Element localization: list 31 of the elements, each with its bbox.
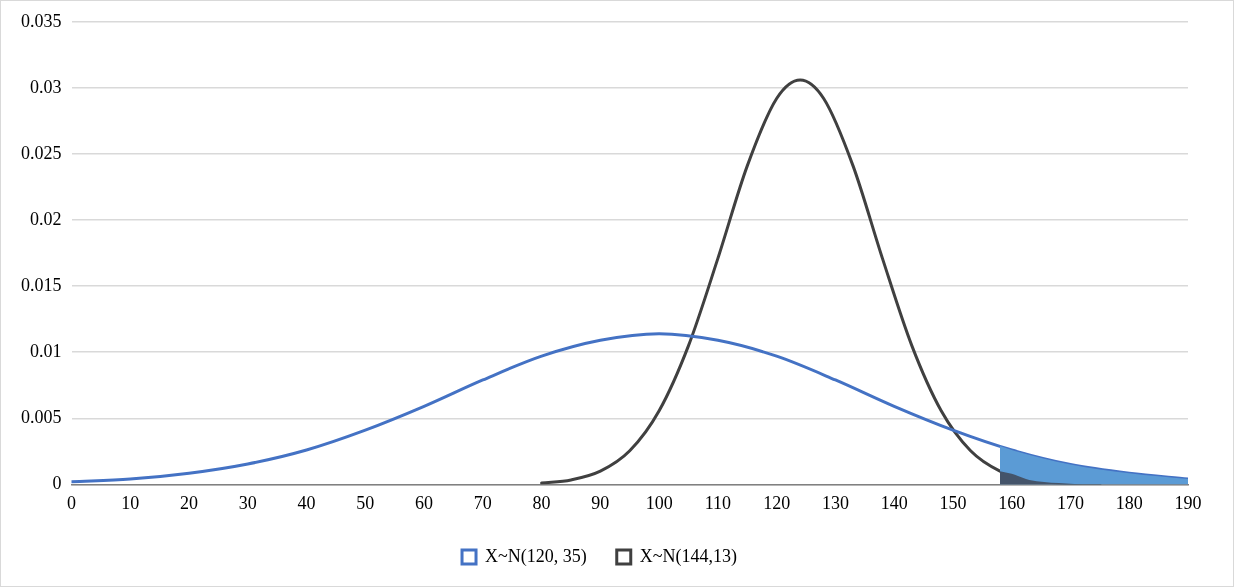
x-tick-label: 160 [998,492,1026,513]
x-tick-label: 20 [180,492,199,513]
legend-label: X~N(120, 35) [485,545,587,567]
x-tick-label: 60 [415,492,434,513]
x-tick-label: 150 [939,492,967,513]
x-tick-label: 120 [763,492,791,513]
x-tick-label: 180 [1115,492,1143,513]
x-tick-label: 50 [356,492,375,513]
x-tick-label: 90 [591,492,610,513]
y-tick-label: 0 [52,473,62,494]
x-tick-label: 190 [1174,492,1202,513]
y-tick-label: 0.035 [21,10,62,31]
line-series [71,332,1188,484]
x-tick-label: 10 [121,492,140,513]
x-tick-label: 70 [473,492,492,513]
x-tick-label: 140 [880,492,908,513]
legend-label: X~N(144,13) [639,545,737,567]
x-tick-label: 0 [67,492,76,513]
x-tick-label: 80 [532,492,551,513]
x-tick-label: 110 [704,492,732,513]
x-tick-label: 40 [297,492,316,513]
y-tick-label: 0.03 [30,76,62,97]
y-tick-label: 0.02 [30,208,62,229]
x-tick-label: 100 [645,492,673,513]
y-tick-label: 0.01 [30,340,62,361]
y-tick-label: 0.005 [21,407,62,428]
x-tick-label: 170 [1056,492,1084,513]
x-tick-label: 30 [238,492,257,513]
y-tick-label: 0.015 [21,274,62,295]
y-tick-label: 0.025 [21,142,62,163]
x-tick-label: 130 [821,492,849,513]
